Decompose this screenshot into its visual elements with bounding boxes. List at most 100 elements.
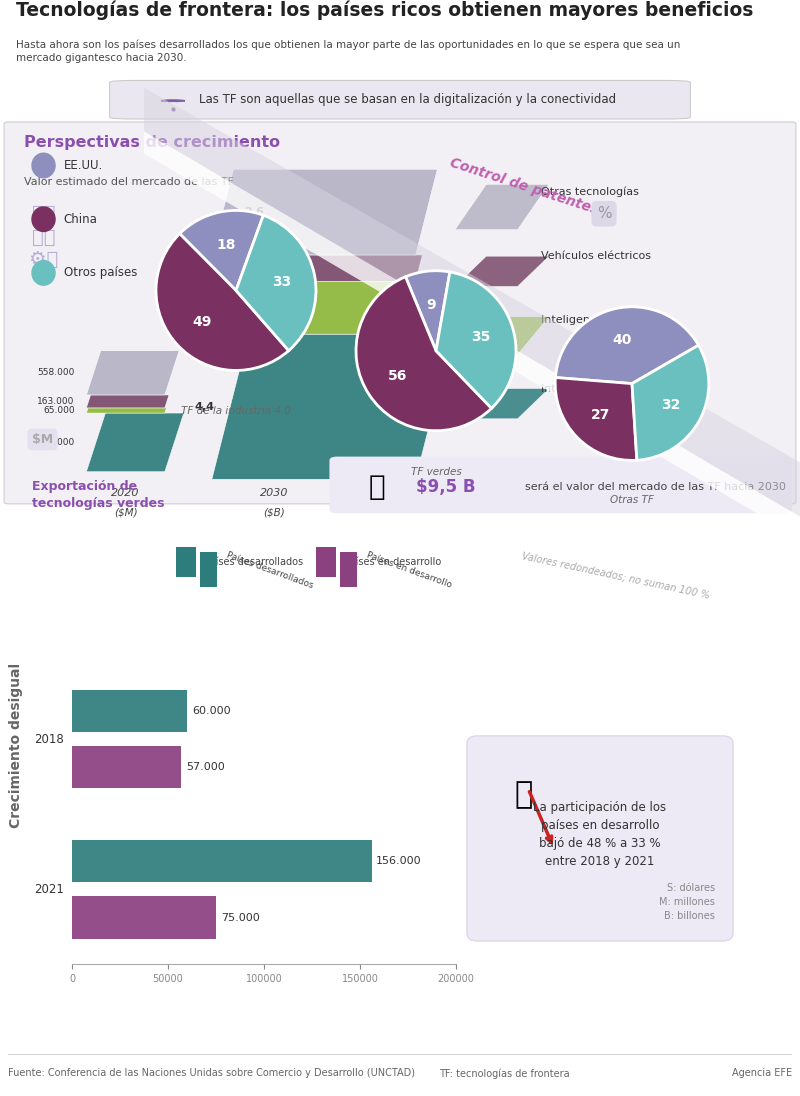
- Wedge shape: [632, 345, 709, 460]
- Text: 60.000: 60.000: [192, 706, 230, 716]
- Polygon shape: [144, 132, 800, 548]
- Text: Tecnologías de frontera: los países ricos obtienen mayores beneficios: Tecnologías de frontera: los países rico…: [16, 0, 754, 20]
- Circle shape: [32, 207, 55, 231]
- Text: 57.000: 57.000: [186, 762, 225, 773]
- Text: será el valor del mercado de las TF hacia 2030: será el valor del mercado de las TF haci…: [526, 482, 786, 492]
- Text: $M: $M: [32, 433, 53, 446]
- Wedge shape: [156, 233, 289, 370]
- Text: %: %: [597, 206, 611, 221]
- Text: 558.000: 558.000: [38, 368, 74, 377]
- Text: 🌍: 🌍: [514, 780, 532, 810]
- Wedge shape: [555, 307, 698, 384]
- Text: La participación de los
países en desarrollo
bajó de 48 % a 33 %
entre 2018 y 20: La participación de los países en desarr…: [534, 801, 666, 868]
- Text: Países desarrollados: Países desarrollados: [226, 550, 314, 590]
- Polygon shape: [212, 282, 429, 334]
- Polygon shape: [86, 408, 166, 413]
- Wedge shape: [356, 277, 491, 431]
- Text: Otras tecnologías: Otras tecnologías: [541, 186, 639, 197]
- Text: Países desarrollados: Países desarrollados: [204, 557, 303, 567]
- Polygon shape: [455, 388, 549, 419]
- Text: Valores redondeados; no suman 100 %: Valores redondeados; no suman 100 %: [521, 550, 711, 601]
- Text: S: dólares
M: millones
B: billones: S: dólares M: millones B: billones: [659, 882, 715, 921]
- Text: Países en desarrollo: Países en desarrollo: [344, 557, 442, 567]
- Text: China: China: [64, 213, 98, 226]
- Text: TF: tecnologías de frontera: TF: tecnologías de frontera: [439, 1068, 570, 1078]
- Text: Agencia EFE: Agencia EFE: [732, 1069, 792, 1078]
- Text: 2030: 2030: [260, 488, 289, 499]
- Text: 2020: 2020: [111, 488, 140, 499]
- Bar: [176, 547, 195, 576]
- Bar: [72, 689, 187, 732]
- Text: 32: 32: [662, 398, 681, 412]
- Text: 156.000: 156.000: [376, 856, 422, 866]
- Text: 740.000: 740.000: [38, 438, 74, 447]
- FancyBboxPatch shape: [467, 735, 733, 941]
- Text: 0,8: 0,8: [230, 263, 250, 273]
- Circle shape: [32, 261, 55, 285]
- Text: 9: 9: [426, 298, 436, 311]
- Bar: [72, 746, 182, 788]
- Polygon shape: [144, 88, 800, 526]
- Bar: [316, 547, 336, 576]
- Polygon shape: [86, 351, 179, 395]
- Polygon shape: [455, 317, 549, 354]
- Text: 1,6: 1,6: [220, 302, 239, 312]
- Text: Perspectivas de crecimiento: Perspectivas de crecimiento: [24, 135, 280, 150]
- Text: Valor estimado del mercado de las TF: Valor estimado del mercado de las TF: [24, 176, 234, 186]
- Bar: [72, 840, 371, 882]
- Wedge shape: [406, 271, 450, 351]
- Text: 18: 18: [216, 238, 236, 252]
- Text: EE.UU.: EE.UU.: [64, 159, 103, 172]
- Polygon shape: [455, 184, 549, 230]
- FancyBboxPatch shape: [4, 122, 796, 504]
- Text: 33: 33: [272, 275, 291, 289]
- Polygon shape: [212, 255, 422, 282]
- Wedge shape: [180, 210, 263, 290]
- Bar: [340, 552, 357, 587]
- Text: Crecimiento desigual: Crecimiento desigual: [9, 663, 23, 827]
- Text: TF de la industria 4.0: TF de la industria 4.0: [181, 407, 291, 416]
- Polygon shape: [212, 334, 452, 479]
- Text: 65.000: 65.000: [43, 406, 74, 415]
- Text: 🪙: 🪙: [368, 472, 385, 501]
- Text: 2021: 2021: [34, 882, 64, 895]
- Text: Países en desarrollo: Países en desarrollo: [365, 550, 453, 590]
- Text: Exportación de
tecnologías verdes: Exportación de tecnologías verdes: [32, 480, 165, 510]
- Text: 2,6: 2,6: [244, 207, 264, 217]
- Text: 35: 35: [470, 330, 490, 344]
- Text: 4,4: 4,4: [194, 402, 214, 412]
- Text: Inteligencia artificial: Inteligencia artificial: [541, 316, 655, 326]
- Text: 49: 49: [192, 315, 212, 329]
- Text: Fuente: Conferencia de las Naciones Unidas sobre Comercio y Desarrollo (UNCTAD): Fuente: Conferencia de las Naciones Unid…: [8, 1069, 415, 1078]
- Text: 56: 56: [387, 369, 407, 384]
- Text: Vehículos eléctricos: Vehículos eléctricos: [541, 251, 651, 261]
- Wedge shape: [555, 377, 637, 460]
- Text: 75.000: 75.000: [221, 913, 259, 923]
- FancyBboxPatch shape: [330, 457, 792, 513]
- Text: 163.000: 163.000: [38, 397, 74, 406]
- Text: ($M): ($M): [114, 507, 138, 517]
- FancyBboxPatch shape: [110, 80, 690, 119]
- Polygon shape: [86, 395, 169, 408]
- Circle shape: [32, 153, 55, 178]
- Wedge shape: [236, 215, 316, 351]
- Bar: [200, 552, 217, 587]
- Text: Otras TF: Otras TF: [610, 495, 654, 505]
- Text: Control de patentes: Control de patentes: [448, 156, 600, 217]
- Text: ($B): ($B): [264, 507, 286, 517]
- Text: 📱🌐
📡💻
⚙️🖥: 📱🌐 📡💻 ⚙️🖥: [29, 204, 58, 271]
- Bar: [72, 897, 216, 938]
- Text: 27: 27: [590, 408, 610, 422]
- Polygon shape: [86, 413, 184, 471]
- Text: TF verdes: TF verdes: [410, 467, 462, 477]
- Wedge shape: [436, 272, 516, 409]
- Polygon shape: [212, 169, 438, 255]
- Text: Las TF son aquellas que se basan en la digitalización y la conectividad: Las TF son aquellas que se basan en la d…: [199, 93, 617, 106]
- Text: 2018: 2018: [34, 732, 64, 745]
- Text: Otros países: Otros países: [64, 266, 137, 279]
- Text: 40: 40: [613, 333, 632, 347]
- Text: Internet de las cosas (IoT): Internet de las cosas (IoT): [541, 384, 686, 393]
- Polygon shape: [455, 256, 549, 286]
- Text: Hasta ahora son los países desarrollados los que obtienen la mayor parte de las : Hasta ahora son los países desarrollados…: [16, 39, 680, 64]
- Text: $9,5 B: $9,5 B: [416, 478, 475, 495]
